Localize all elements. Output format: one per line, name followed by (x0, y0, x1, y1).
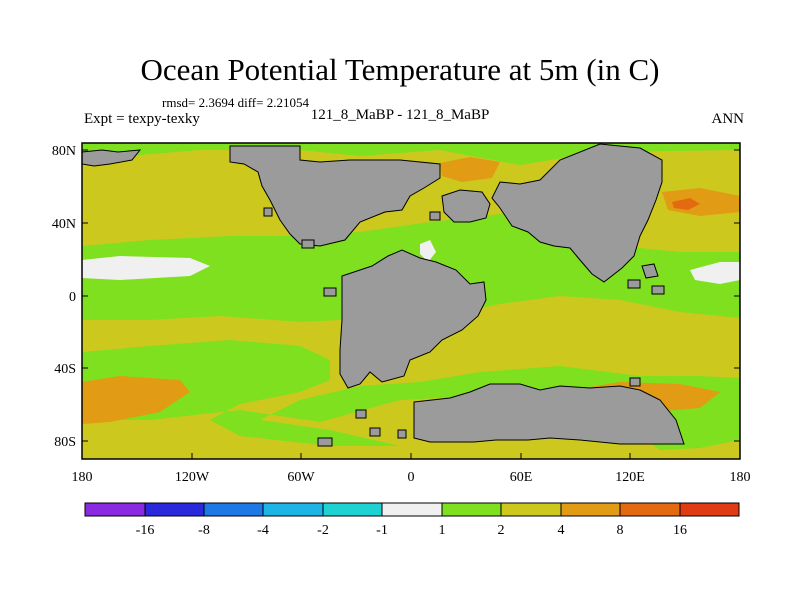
lat-label-40s: 40S (54, 362, 76, 377)
landmass-antarctica (413, 383, 685, 445)
lon-label-0: 0 (408, 470, 415, 485)
rmsd-diff-stats: rmsd= 2.3694 diff= 2.21054 (162, 95, 309, 110)
island-6 (263, 207, 273, 217)
colorbar-label-10: 16 (673, 523, 687, 538)
lon-label-60e: 60E (510, 470, 533, 485)
island-11 (629, 377, 641, 387)
landmass-north-america (229, 145, 441, 247)
colorbar-labels: -16 -8 -4 -2 -1 1 2 4 8 16 (136, 523, 687, 538)
green-southern-band (82, 340, 740, 450)
island-5 (323, 287, 337, 297)
period-label: ANN (711, 111, 745, 127)
lat-label-80n: 80N (52, 144, 76, 159)
colorbar-box-9 (560, 502, 621, 517)
colorbar-box-6 (381, 502, 443, 517)
neutral-west-pacific (690, 262, 740, 284)
colorbar-label-8: 4 (558, 523, 565, 538)
colorbar-label-5: -1 (376, 523, 388, 538)
island-8 (369, 427, 381, 437)
lon-label-60w: 60W (287, 470, 315, 485)
lat-label-40n: 40N (52, 217, 76, 232)
colorbar-box-3 (203, 502, 264, 517)
island-9 (397, 429, 407, 439)
colorbar (84, 502, 740, 517)
colorbar-box-5 (322, 502, 383, 517)
landmass-europe-block (441, 189, 491, 223)
experiment-subtitle: 121_8_MaBP - 121_8_MaBP (310, 107, 490, 123)
island-10 (355, 409, 367, 419)
island-3 (651, 285, 665, 295)
colorbar-label-6: 1 (439, 523, 446, 538)
lon-label-180e: 180 (730, 470, 751, 485)
colorbar-label-3: -4 (257, 523, 269, 538)
colorbar-label-2: -8 (198, 523, 210, 538)
plot-title: Ocean Potential Temperature at 5m (in C) (140, 52, 660, 87)
colorbar-box-7 (441, 502, 502, 517)
colorbar-box-1 (84, 502, 146, 517)
colorbar-label-9: 8 (617, 523, 624, 538)
neutral-mediterranean (420, 240, 436, 262)
landmass-greenland (81, 149, 142, 167)
map-panel (81, 142, 741, 460)
expt-label: Expt = texpy-texky (84, 111, 200, 127)
colorbar-label-1: -16 (136, 523, 155, 538)
lon-label-180w: 180 (72, 470, 93, 485)
colorbar-box-2 (144, 502, 205, 517)
island-2 (627, 279, 641, 289)
neutral-east-pacific (82, 256, 210, 280)
colorbar-box-11 (679, 502, 740, 517)
latitude-axis (82, 149, 740, 442)
colorbar-box-10 (619, 502, 681, 517)
island-4 (301, 239, 315, 249)
lon-label-120e: 120E (615, 470, 645, 485)
orange-southern-pacific (82, 376, 190, 424)
longitude-labels: 180 120W 60W 0 60E 120E 180 (72, 470, 751, 485)
colorbar-label-7: 2 (498, 523, 505, 538)
deep-orange-north-pacific (672, 198, 700, 210)
latitude-labels: 80N 40N 0 40S 80S (52, 144, 76, 450)
land-masses (81, 143, 685, 447)
colorbar-box-4 (262, 502, 324, 517)
longitude-axis (81, 453, 741, 459)
landmass-eurasia (491, 143, 663, 283)
orange-arctic-patch (440, 157, 500, 182)
colorbar-label-4: -2 (317, 523, 329, 538)
island-12 (429, 211, 441, 221)
lon-label-120w: 120W (175, 470, 210, 485)
lat-label-80s: 80S (54, 435, 76, 450)
lat-label-0: 0 (69, 290, 76, 305)
island-1 (641, 263, 659, 279)
colorbar-box-8 (500, 502, 562, 517)
neutral-regions (82, 240, 740, 284)
island-7 (317, 437, 333, 447)
landmass-africa-south-america (339, 249, 487, 389)
